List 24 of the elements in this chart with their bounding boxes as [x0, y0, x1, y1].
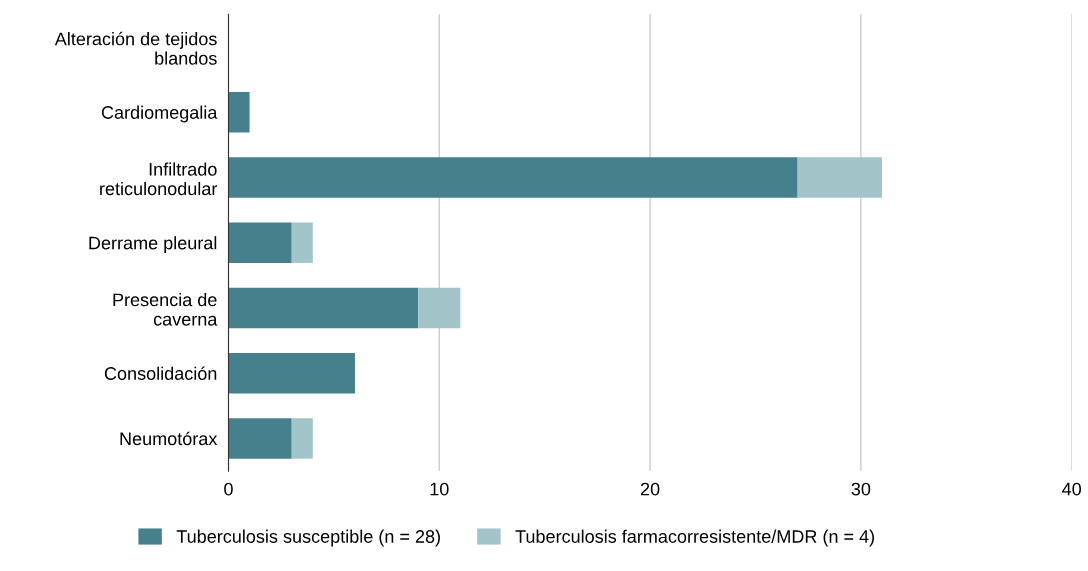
bar	[797, 157, 882, 198]
y-tick-label: Alteración de tejidos blandos	[54, 31, 217, 65]
bar	[228, 157, 798, 198]
legend-label: Tuberculosis farmacorresistente/MDR (n = 4)	[515, 529, 874, 547]
bar	[228, 287, 419, 329]
bar	[291, 418, 313, 459]
legend-label: Tuberculosis susceptible (n = 28)	[176, 529, 440, 547]
bar	[228, 91, 250, 133]
y-tick-label: Derrame pleural	[89, 236, 217, 253]
y-tick-label: Presencia de caverna	[113, 292, 218, 326]
x-tick-label: 30	[851, 482, 871, 496]
x-tick-label: 40	[1062, 482, 1082, 496]
x-tick-label: 20	[640, 482, 660, 496]
bar	[418, 287, 461, 329]
y-tick-label: Cardiomegalia	[101, 105, 218, 123]
bar	[228, 418, 292, 459]
bar	[291, 222, 313, 263]
bar	[228, 352, 355, 394]
y-tick-label: Consolidación	[104, 366, 217, 380]
y-tick-label: Infiltrado reticulonodular	[100, 162, 218, 196]
x-tick-label: 10	[430, 482, 449, 496]
x-tick-label: 0	[224, 482, 233, 496]
bar	[228, 222, 292, 263]
y-tick-label: Neumotórax	[120, 431, 218, 446]
